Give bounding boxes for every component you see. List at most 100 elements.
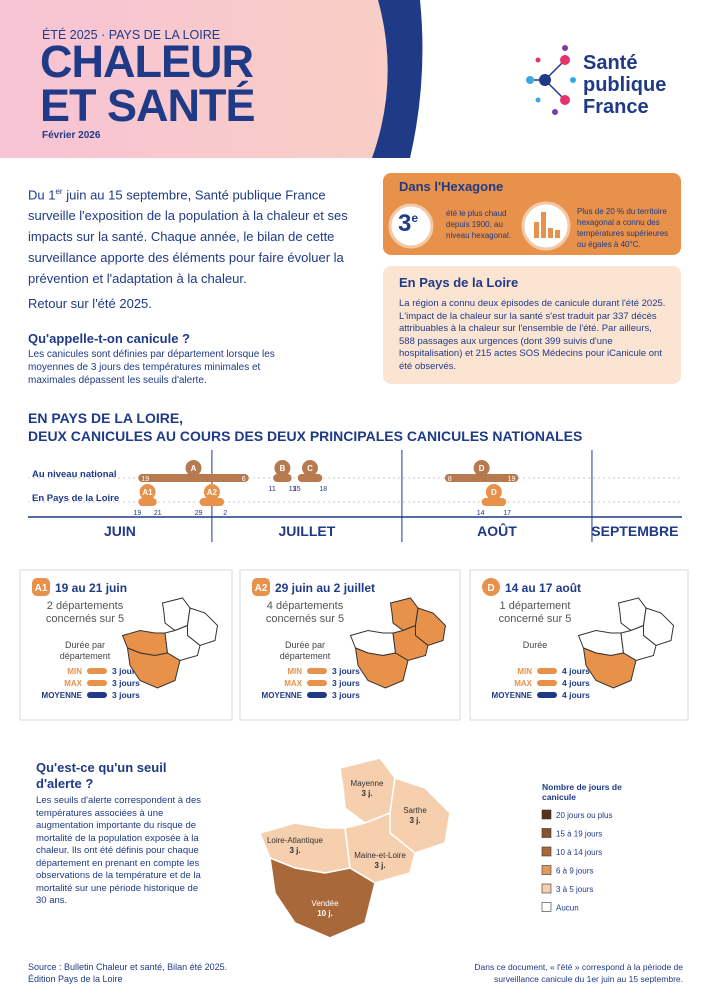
stat-label: MAX xyxy=(64,679,82,688)
episode-end: 21 xyxy=(154,510,162,517)
rank-circle xyxy=(388,203,434,249)
legend-label: 15 à 19 jours xyxy=(556,830,602,839)
legend-swatch xyxy=(541,828,552,838)
intro-text: Du 1 xyxy=(28,187,56,203)
region-text: La région a connu deux épisodes de canic… xyxy=(399,298,666,372)
card-badge-label: A1 xyxy=(35,583,48,594)
stat-label: MOYENNE xyxy=(42,691,83,700)
stat-pill xyxy=(87,680,107,686)
rank-sup: e xyxy=(411,211,419,225)
episode-start: 15 xyxy=(293,486,301,493)
stat-pill xyxy=(307,668,327,674)
department xyxy=(269,856,376,939)
episode-badge xyxy=(139,484,156,500)
episode-badge xyxy=(203,484,220,500)
card-badge xyxy=(32,578,50,596)
episode-bar xyxy=(273,474,292,482)
card-of: concernés sur 5 xyxy=(45,613,125,625)
department-days: 3 j. xyxy=(289,846,300,855)
title-line: ET SANTÉ xyxy=(40,80,256,131)
legend-swatch xyxy=(541,846,552,857)
episode-badge xyxy=(274,460,291,476)
stat-label: MAX xyxy=(514,679,532,688)
card-of: concerné sur 5 xyxy=(498,613,572,625)
stat-label: MOYENNE xyxy=(492,691,533,700)
stat-value: 3 jours xyxy=(112,678,140,688)
stat-pill xyxy=(537,668,557,674)
legend-title: Nombre de jours de canicule xyxy=(542,782,622,802)
title-line: CHALEUR xyxy=(40,36,254,87)
episode-end: 2 xyxy=(223,510,227,517)
episode-end: 17 xyxy=(503,510,511,517)
timeline-title-line: EN PAYS DE LA LOIRE, xyxy=(28,410,184,426)
episode-badge xyxy=(185,460,202,476)
legend-label: Aucun xyxy=(556,904,579,913)
region-title: En Pays de la Loire xyxy=(399,275,519,290)
month-label: AOÛT xyxy=(477,522,517,539)
card-dates: 14 au 17 août xyxy=(505,581,581,595)
episode-bar xyxy=(297,474,323,482)
stat-value: 3 jours xyxy=(332,678,360,688)
episode-end: 6 xyxy=(242,476,246,483)
legend-label: 6 à 9 jours xyxy=(556,867,593,876)
logo-word: Santé xyxy=(583,52,638,74)
hexagone-title: Dans l'Hexagone xyxy=(399,179,504,194)
episode-badge-label: D xyxy=(479,464,485,473)
episode-badge xyxy=(301,460,318,476)
logo-word: France xyxy=(583,96,649,118)
episode-badge-label: D xyxy=(491,488,497,497)
card-count: 1 département xyxy=(499,600,571,612)
stat-pill xyxy=(87,668,107,674)
header-band xyxy=(372,0,423,158)
department xyxy=(582,647,637,689)
card-count: 2 départements xyxy=(46,600,124,612)
alert-text: Les seuils d'alerte correspondent à des … xyxy=(36,795,201,906)
territory-text: Plus de 20 % du territoire hexagonal a c… xyxy=(577,207,669,249)
bars-icon-bars xyxy=(534,212,560,238)
intro-recap: Retour sur l'été 2025. xyxy=(28,296,152,312)
episode-start: 8 xyxy=(448,476,452,483)
episode-start: 29 xyxy=(195,510,203,517)
stat-value: 4 jours xyxy=(562,690,590,700)
region-box xyxy=(383,266,681,384)
episode-badge-label: A2 xyxy=(207,488,218,497)
stat-label: MIN xyxy=(67,667,82,676)
stat-pill xyxy=(307,692,327,698)
episode-badge xyxy=(485,484,502,500)
legend-label: 10 à 14 jours xyxy=(556,848,602,857)
episode-start: 14 xyxy=(477,510,485,517)
department-days: 10 j. xyxy=(317,909,333,918)
row-label: En Pays de la Loire xyxy=(32,493,119,504)
logo-word: publique xyxy=(583,74,667,96)
intro-text: juin au 15 septembre, Santé publique Fra… xyxy=(28,187,348,287)
episode-end: 19 xyxy=(508,476,516,483)
card-badge xyxy=(482,578,500,596)
department-name: Mayenne xyxy=(351,779,384,788)
department-days: 3 j. xyxy=(409,816,420,825)
card-of: concernés sur 5 xyxy=(265,613,345,625)
episode-bar xyxy=(481,498,507,506)
intro: Du 1er juin au 15 septembre, Santé publi… xyxy=(28,181,348,314)
episode-bar xyxy=(199,498,225,506)
department-name: Loire-Atlantique xyxy=(267,836,324,845)
episode-badge-label: C xyxy=(307,464,313,473)
stat-value: 3 jours xyxy=(112,666,140,676)
episode-bar xyxy=(138,474,249,482)
episode-end: 18 xyxy=(319,486,327,493)
card-dates: 19 au 21 juin xyxy=(55,581,127,595)
edition-text: Édition Pays de la Loire xyxy=(28,974,123,984)
stat-value: 4 jours xyxy=(562,678,590,688)
rank: 3e xyxy=(398,210,418,238)
episode-badge xyxy=(473,460,490,476)
episode-bar xyxy=(138,498,157,506)
month-label: SEPTEMBRE xyxy=(591,523,678,539)
duration-label: Durée par département xyxy=(59,640,111,661)
stat-value: 3 jours xyxy=(332,690,360,700)
episode-start: 19 xyxy=(133,510,141,517)
legend-swatch xyxy=(541,902,552,912)
footer-note: Dans ce document, « l'été » correspond à… xyxy=(474,962,683,984)
duration-label: Durée xyxy=(522,640,548,650)
definition-text: Les canicules sont définies par départem… xyxy=(28,349,275,386)
